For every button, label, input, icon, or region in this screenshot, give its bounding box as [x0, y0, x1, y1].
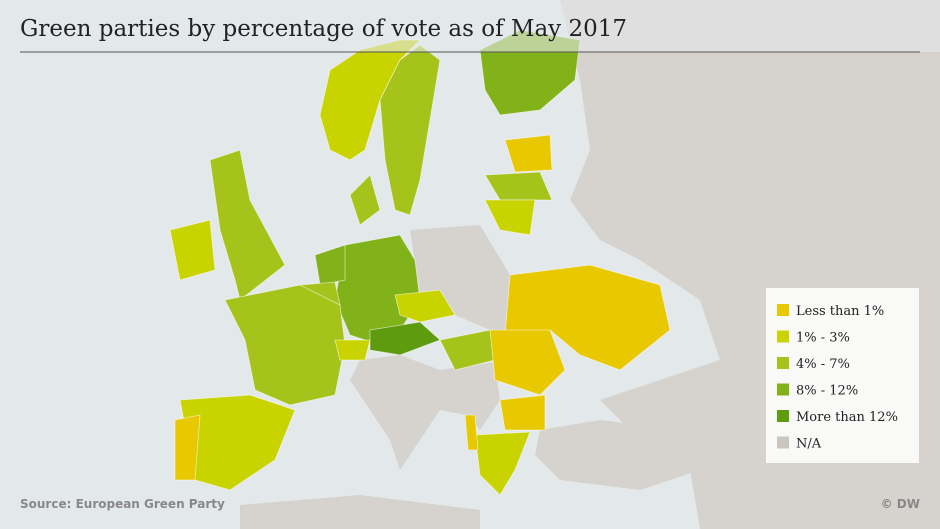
country: [224, 284, 346, 406]
land: [440, 362, 500, 430]
legend-swatch: [777, 357, 789, 369]
land: [350, 355, 470, 470]
land: [535, 420, 700, 490]
credit: © DW: [881, 497, 920, 511]
legend-swatch: [777, 330, 789, 343]
country: [474, 431, 531, 496]
country: [174, 414, 201, 481]
country: [369, 321, 441, 356]
country: [169, 219, 216, 281]
land: [410, 225, 510, 335]
country: [394, 289, 456, 323]
land: [240, 495, 480, 529]
legend-label: More than 12%: [796, 410, 898, 425]
source: Source: European Green Party: [20, 497, 225, 511]
legend-label: Less than 1%: [796, 304, 884, 319]
legend-label: 4% - 7%: [796, 357, 850, 372]
legend-swatch: [777, 383, 789, 396]
legend-label: 8% - 12%: [796, 384, 858, 399]
country: [499, 394, 546, 431]
legend-box: [766, 288, 919, 463]
country: [484, 171, 553, 201]
legend-swatch: [777, 410, 789, 422]
legend-swatch: [777, 304, 789, 316]
legend-swatch: [777, 436, 789, 449]
country: [504, 134, 553, 173]
country: [314, 244, 346, 286]
country: [489, 329, 566, 396]
title-band: [0, 0, 940, 52]
legend-label: N/A: [796, 437, 822, 452]
country: [464, 414, 479, 451]
country: [349, 174, 381, 226]
legend-label: 1% - 3%: [796, 331, 850, 346]
country: [209, 149, 286, 301]
title: Green parties by percentage of vote as o…: [20, 16, 627, 42]
country: [484, 199, 536, 236]
country: [334, 339, 371, 361]
